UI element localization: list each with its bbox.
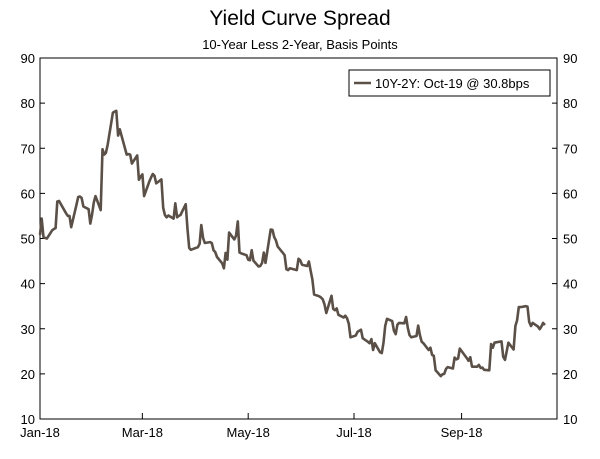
y-tick-label-left: 10 [21,412,35,427]
y-tick-label-right: 20 [563,367,577,382]
y-tick-label-right: 50 [563,232,577,247]
chart-subtitle: 10-Year Less 2-Year, Basis Points [202,37,398,52]
x-tick-label: Sep-18 [441,425,483,440]
x-tick-label: May-18 [227,425,270,440]
y-tick-label-left: 70 [21,141,35,156]
series-line [38,109,546,378]
legend-label: 10Y-2Y: Oct-19 @ 30.8bps [375,76,530,91]
y-tick-label-left: 90 [21,51,35,66]
x-tick-label: Mar-18 [122,425,163,440]
y-tick-label-right: 80 [563,96,577,111]
y-tick-label-right: 70 [563,141,577,156]
chart-title: Yield Curve Spread [209,7,391,30]
y-tick-label-left: 20 [21,367,35,382]
y-tick-label-right: 40 [563,277,577,292]
y-tick-label-left: 80 [21,96,35,111]
y-tick-label-left: 40 [21,277,35,292]
y-tick-label-left: 30 [21,322,35,337]
y-tick-label-right: 10 [563,412,577,427]
legend-box [348,69,551,97]
x-tick-label: Jul-18 [336,425,371,440]
y-tick-label-left: 50 [21,232,35,247]
y-tick-label-right: 60 [563,186,577,201]
x-tick-label: Jan-18 [20,425,60,440]
y-tick-label-right: 90 [563,51,577,66]
y-tick-label-left: 60 [21,186,35,201]
y-tick-label-right: 30 [563,322,577,337]
